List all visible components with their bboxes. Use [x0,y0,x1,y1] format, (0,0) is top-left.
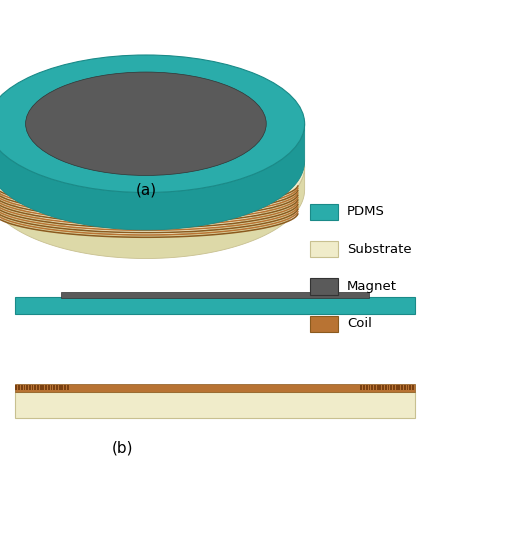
Ellipse shape [26,72,266,175]
Polygon shape [0,124,305,230]
Text: PDMS: PDMS [347,205,385,218]
FancyBboxPatch shape [48,385,50,390]
FancyBboxPatch shape [29,385,31,390]
Text: Magnet: Magnet [347,280,397,293]
FancyBboxPatch shape [21,385,23,390]
FancyBboxPatch shape [61,292,369,298]
FancyBboxPatch shape [385,385,387,390]
FancyBboxPatch shape [51,385,52,390]
FancyBboxPatch shape [371,385,373,390]
FancyBboxPatch shape [15,385,17,390]
FancyBboxPatch shape [398,385,400,390]
FancyBboxPatch shape [377,385,378,390]
FancyBboxPatch shape [24,385,25,390]
FancyBboxPatch shape [15,297,415,313]
FancyBboxPatch shape [42,385,44,390]
FancyBboxPatch shape [40,385,41,390]
Text: (a): (a) [135,182,157,197]
FancyBboxPatch shape [18,385,20,390]
FancyBboxPatch shape [61,385,63,390]
Text: Coil: Coil [347,317,372,331]
FancyBboxPatch shape [382,385,384,390]
FancyBboxPatch shape [396,385,397,390]
FancyBboxPatch shape [32,385,33,390]
FancyBboxPatch shape [404,385,406,390]
FancyBboxPatch shape [15,384,415,392]
FancyBboxPatch shape [390,385,392,390]
FancyBboxPatch shape [407,385,409,390]
FancyBboxPatch shape [388,385,389,390]
FancyBboxPatch shape [369,385,370,390]
Text: (b): (b) [112,441,134,456]
FancyBboxPatch shape [393,385,395,390]
Ellipse shape [0,55,305,192]
FancyBboxPatch shape [310,316,338,332]
FancyBboxPatch shape [366,385,368,390]
FancyBboxPatch shape [412,385,414,390]
FancyBboxPatch shape [379,385,381,390]
FancyBboxPatch shape [64,385,66,390]
FancyBboxPatch shape [45,385,47,390]
FancyBboxPatch shape [15,392,415,418]
FancyBboxPatch shape [310,278,338,295]
Polygon shape [0,167,305,258]
FancyBboxPatch shape [67,385,69,390]
FancyBboxPatch shape [374,385,376,390]
FancyBboxPatch shape [360,385,362,390]
FancyBboxPatch shape [26,385,28,390]
FancyBboxPatch shape [363,385,365,390]
Ellipse shape [0,98,305,235]
Text: Substrate: Substrate [347,243,412,256]
FancyBboxPatch shape [59,385,60,390]
FancyBboxPatch shape [37,385,39,390]
FancyBboxPatch shape [56,385,58,390]
FancyBboxPatch shape [409,385,411,390]
FancyBboxPatch shape [53,385,55,390]
FancyBboxPatch shape [34,385,36,390]
FancyBboxPatch shape [310,204,338,220]
FancyBboxPatch shape [401,385,403,390]
FancyBboxPatch shape [310,241,338,257]
